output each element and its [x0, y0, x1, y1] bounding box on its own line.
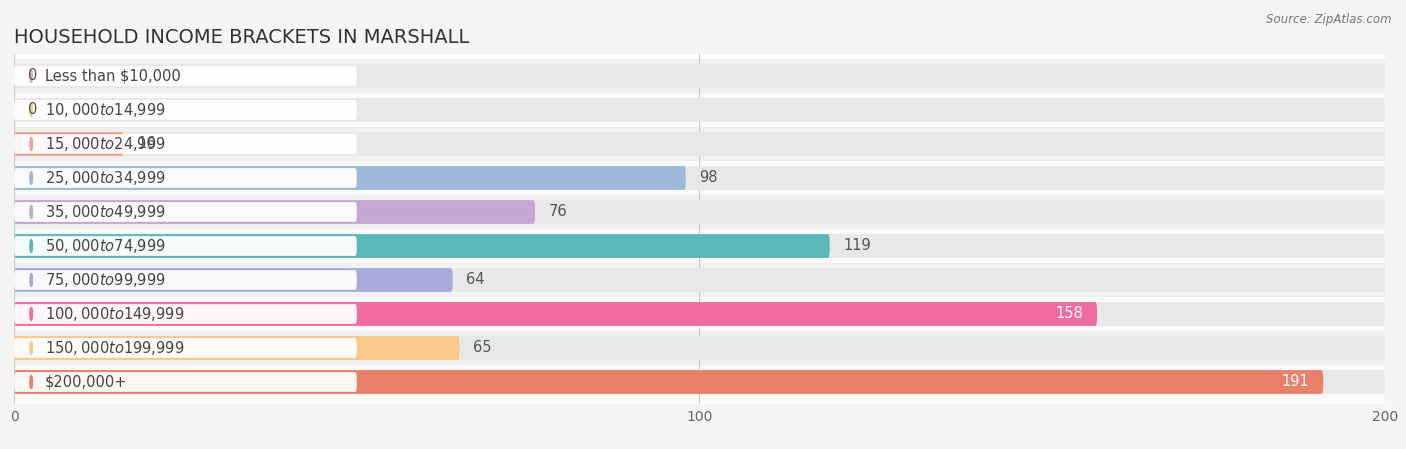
Bar: [14, 229, 1385, 263]
FancyBboxPatch shape: [14, 132, 124, 156]
FancyBboxPatch shape: [14, 268, 453, 292]
FancyBboxPatch shape: [14, 304, 357, 324]
FancyBboxPatch shape: [14, 234, 830, 258]
Circle shape: [30, 342, 32, 354]
Text: 191: 191: [1282, 374, 1309, 389]
Text: $15,000 to $24,999: $15,000 to $24,999: [45, 135, 166, 153]
Text: $35,000 to $49,999: $35,000 to $49,999: [45, 203, 166, 221]
Bar: [14, 59, 1385, 93]
FancyBboxPatch shape: [14, 336, 460, 360]
Text: $150,000 to $199,999: $150,000 to $199,999: [45, 339, 184, 357]
FancyBboxPatch shape: [14, 166, 686, 190]
Circle shape: [30, 137, 32, 150]
Text: 0: 0: [28, 102, 37, 118]
Bar: [14, 331, 1385, 365]
FancyBboxPatch shape: [14, 200, 1385, 224]
FancyBboxPatch shape: [14, 372, 357, 392]
Bar: [14, 93, 1385, 127]
Text: $10,000 to $14,999: $10,000 to $14,999: [45, 101, 166, 119]
Text: HOUSEHOLD INCOME BRACKETS IN MARSHALL: HOUSEHOLD INCOME BRACKETS IN MARSHALL: [14, 28, 470, 47]
FancyBboxPatch shape: [14, 168, 357, 188]
FancyBboxPatch shape: [14, 202, 357, 222]
FancyBboxPatch shape: [14, 66, 357, 86]
Text: 76: 76: [548, 204, 567, 220]
Circle shape: [30, 104, 32, 116]
Text: Less than $10,000: Less than $10,000: [45, 69, 180, 84]
Text: $75,000 to $99,999: $75,000 to $99,999: [45, 271, 166, 289]
FancyBboxPatch shape: [14, 98, 1385, 122]
FancyBboxPatch shape: [14, 234, 1385, 258]
Text: 158: 158: [1056, 307, 1084, 321]
Circle shape: [30, 273, 32, 286]
Text: 64: 64: [467, 273, 485, 287]
FancyBboxPatch shape: [14, 200, 534, 224]
FancyBboxPatch shape: [14, 268, 1385, 292]
FancyBboxPatch shape: [14, 302, 1385, 326]
Circle shape: [30, 172, 32, 185]
Text: 16: 16: [138, 136, 156, 151]
Text: 119: 119: [844, 238, 872, 254]
Text: 0: 0: [28, 69, 37, 84]
Text: $25,000 to $34,999: $25,000 to $34,999: [45, 169, 166, 187]
Circle shape: [30, 375, 32, 388]
Circle shape: [30, 70, 32, 83]
FancyBboxPatch shape: [14, 64, 1385, 88]
Bar: [14, 127, 1385, 161]
Text: 65: 65: [474, 340, 492, 356]
Circle shape: [30, 239, 32, 252]
Text: 98: 98: [700, 171, 718, 185]
Bar: [14, 263, 1385, 297]
FancyBboxPatch shape: [14, 132, 1385, 156]
Bar: [14, 365, 1385, 399]
Text: $50,000 to $74,999: $50,000 to $74,999: [45, 237, 166, 255]
Text: $200,000+: $200,000+: [45, 374, 128, 389]
FancyBboxPatch shape: [14, 166, 1385, 190]
FancyBboxPatch shape: [14, 236, 357, 256]
Bar: [14, 161, 1385, 195]
FancyBboxPatch shape: [14, 302, 1097, 326]
FancyBboxPatch shape: [14, 370, 1323, 394]
Circle shape: [30, 206, 32, 219]
FancyBboxPatch shape: [14, 270, 357, 290]
FancyBboxPatch shape: [14, 338, 357, 358]
Bar: [14, 195, 1385, 229]
Text: $100,000 to $149,999: $100,000 to $149,999: [45, 305, 184, 323]
FancyBboxPatch shape: [14, 336, 1385, 360]
Bar: [14, 297, 1385, 331]
FancyBboxPatch shape: [14, 134, 357, 154]
FancyBboxPatch shape: [14, 370, 1385, 394]
FancyBboxPatch shape: [14, 100, 357, 120]
Text: Source: ZipAtlas.com: Source: ZipAtlas.com: [1267, 13, 1392, 26]
Circle shape: [30, 308, 32, 321]
